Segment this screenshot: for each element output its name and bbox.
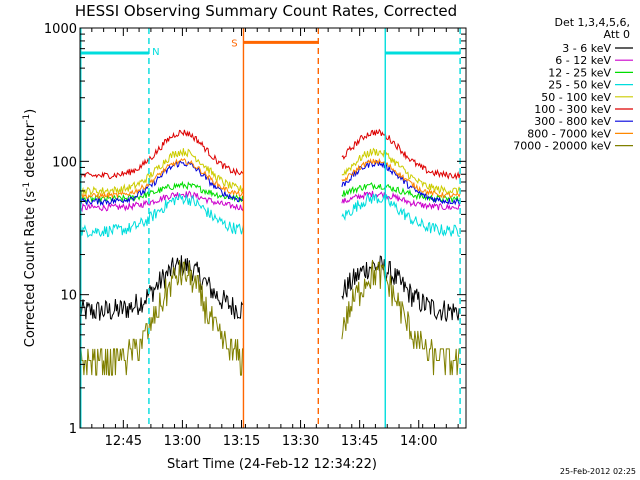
x-tick-label-5: 14:00 [400, 434, 437, 449]
y-tick-label-2: 100 [52, 155, 77, 170]
y-axis-label-mid: detector [23, 122, 38, 182]
chart-title: HESSI Observing Summary Count Rates, Cor… [75, 2, 457, 20]
series-layer [79, 128, 461, 376]
series-line-8 [79, 259, 461, 376]
legend-header-line-2: Att 0 [604, 28, 630, 41]
y-axis: 1 10 100 1000 [44, 22, 466, 437]
series-line-0 [79, 255, 461, 322]
y-tick-label-3: 1000 [44, 22, 77, 37]
series-line-4 [79, 147, 461, 197]
series-line-3 [79, 192, 461, 238]
x-axis: 12:45 13:00 13:15 13:30 13:45 14:00 [79, 28, 459, 449]
y-tick-label-0: 1 [69, 422, 77, 437]
legend-item-label-7: 800 - 7000 keV [527, 127, 611, 140]
footer-timestamp: 25-Feb-2012 02:25 [560, 467, 636, 476]
x-tick-label-0: 12:45 [105, 434, 142, 449]
legend-item-label-5: 100 - 300 keV [534, 103, 611, 116]
legend-item-label-2: 12 - 25 keV [548, 66, 611, 79]
plot-frame [79, 27, 467, 429]
series-line-6 [79, 159, 461, 207]
x-tick-label-4: 13:45 [341, 434, 378, 449]
y-axis-label-sup-1: -1 [22, 182, 32, 191]
legend-item-label-6: 300 - 800 keV [534, 115, 611, 128]
y-axis-label: Corrected Count Rate (s-1 detector-1) [22, 109, 38, 347]
y-tick-label-1: 10 [60, 289, 77, 304]
x-axis-label: Start Time (24-Feb-12 12:34:22) [167, 457, 377, 472]
legend-item-label-8: 7000 - 20000 keV [513, 140, 611, 153]
legend-header-line-1: Det 1,3,4,5,6, [554, 16, 630, 29]
saa-flag-label: S [231, 38, 237, 49]
legend-item-label-1: 6 - 12 keV [555, 54, 611, 67]
x-tick-label-2: 13:15 [223, 434, 260, 449]
legend-item-label-3: 25 - 50 keV [548, 79, 611, 92]
legend-item-label-0: 3 - 6 keV [562, 42, 611, 55]
x-tick-label-3: 13:30 [282, 434, 319, 449]
series-line-5 [79, 128, 461, 181]
series-line-7 [80, 157, 461, 200]
legend-item-label-4: 50 - 100 keV [541, 91, 611, 104]
y-axis-label-main: Corrected Count Rate (s [23, 191, 38, 348]
series-line-1 [79, 190, 461, 213]
y-axis-label-end: ) [23, 109, 38, 114]
x-tick-label-1: 13:00 [164, 434, 201, 449]
night-flag-label: N [152, 47, 159, 58]
y-axis-label-sup-2: -1 [22, 114, 32, 123]
marker-layer: NS [80, 28, 461, 428]
